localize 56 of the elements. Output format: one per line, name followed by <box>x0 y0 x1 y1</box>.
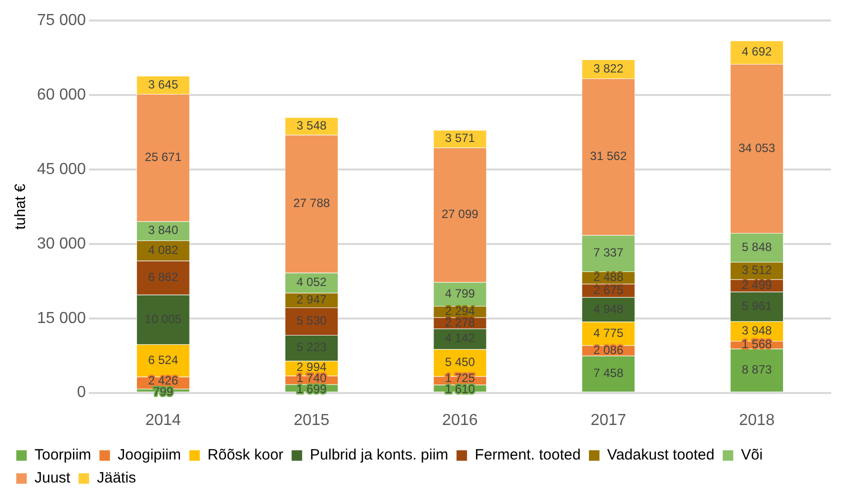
data-label: 6 862 <box>148 270 178 284</box>
legend-label: Rõõsk koor <box>208 446 284 464</box>
data-label: 2 499 <box>742 278 772 292</box>
legend-label: Juust <box>34 470 72 487</box>
y-tick-label: 45 000 <box>37 160 86 178</box>
x-tick-label: 2017 <box>590 412 626 429</box>
x-tick-label: 2015 <box>294 412 330 429</box>
y-tick-label: 60 000 <box>37 86 86 104</box>
data-label: 2 294 <box>444 304 476 318</box>
x-tick-label: 2014 <box>145 412 182 429</box>
data-label: 27 788 <box>293 196 330 210</box>
data-label: 4 799 <box>444 286 476 300</box>
data-label: 6 524 <box>148 352 178 367</box>
data-label: 2 278 <box>444 315 476 330</box>
legend-label: Ferment. tooted <box>474 446 581 464</box>
legend-label: Vadakust tooted <box>607 446 714 464</box>
data-label: 2 426 <box>148 373 178 388</box>
data-label: 1 568 <box>742 337 772 352</box>
data-label: 2 488 <box>593 270 624 284</box>
data-label: 2 947 <box>296 292 327 307</box>
data-label: 5 450 <box>444 355 476 370</box>
data-label: 8 873 <box>742 362 772 377</box>
y-tick-label: 75 000 <box>37 12 86 30</box>
data-label: 34 053 <box>738 140 776 155</box>
data-label: 5 848 <box>742 240 772 254</box>
data-label: 27 099 <box>442 207 479 222</box>
data-label: 3 571 <box>444 131 476 146</box>
y-tick-label: 15 000 <box>37 310 86 327</box>
data-label: 2 675 <box>593 282 624 297</box>
data-label: 3 948 <box>742 324 772 338</box>
legend-label: Toorpiim <box>34 446 92 464</box>
data-label: 7 458 <box>593 366 624 380</box>
x-tick-label: 2016 <box>442 412 478 429</box>
data-label: 2 994 <box>296 360 327 374</box>
data-label: 31 562 <box>590 149 628 164</box>
y-tick-label: 0 <box>77 384 86 402</box>
legend-label: Või <box>740 446 763 464</box>
y-tick-label: 30 000 <box>37 235 86 252</box>
data-label: 4 692 <box>742 44 772 59</box>
x-tick-label: 2018 <box>738 412 775 429</box>
data-label: 4 052 <box>296 275 327 290</box>
data-label: 3 548 <box>296 118 327 132</box>
y-axis-title: tuhat € <box>12 183 30 230</box>
data-label: 3 822 <box>593 61 624 76</box>
legend-label: Pulbrid ja konts. piim <box>310 446 448 464</box>
data-label: 25 671 <box>144 150 182 164</box>
data-label: 5 530 <box>296 314 327 328</box>
data-label: 3 645 <box>148 77 178 92</box>
legend-label: Joogipiim <box>118 446 182 464</box>
data-label: 2 086 <box>593 342 624 357</box>
data-label: 3 512 <box>742 263 772 278</box>
data-label: 7 337 <box>593 246 624 260</box>
data-label: 4 082 <box>148 242 178 257</box>
legend-label: Jäätis <box>96 470 136 487</box>
data-label: 4 775 <box>593 326 624 340</box>
data-label: 3 840 <box>148 223 178 238</box>
